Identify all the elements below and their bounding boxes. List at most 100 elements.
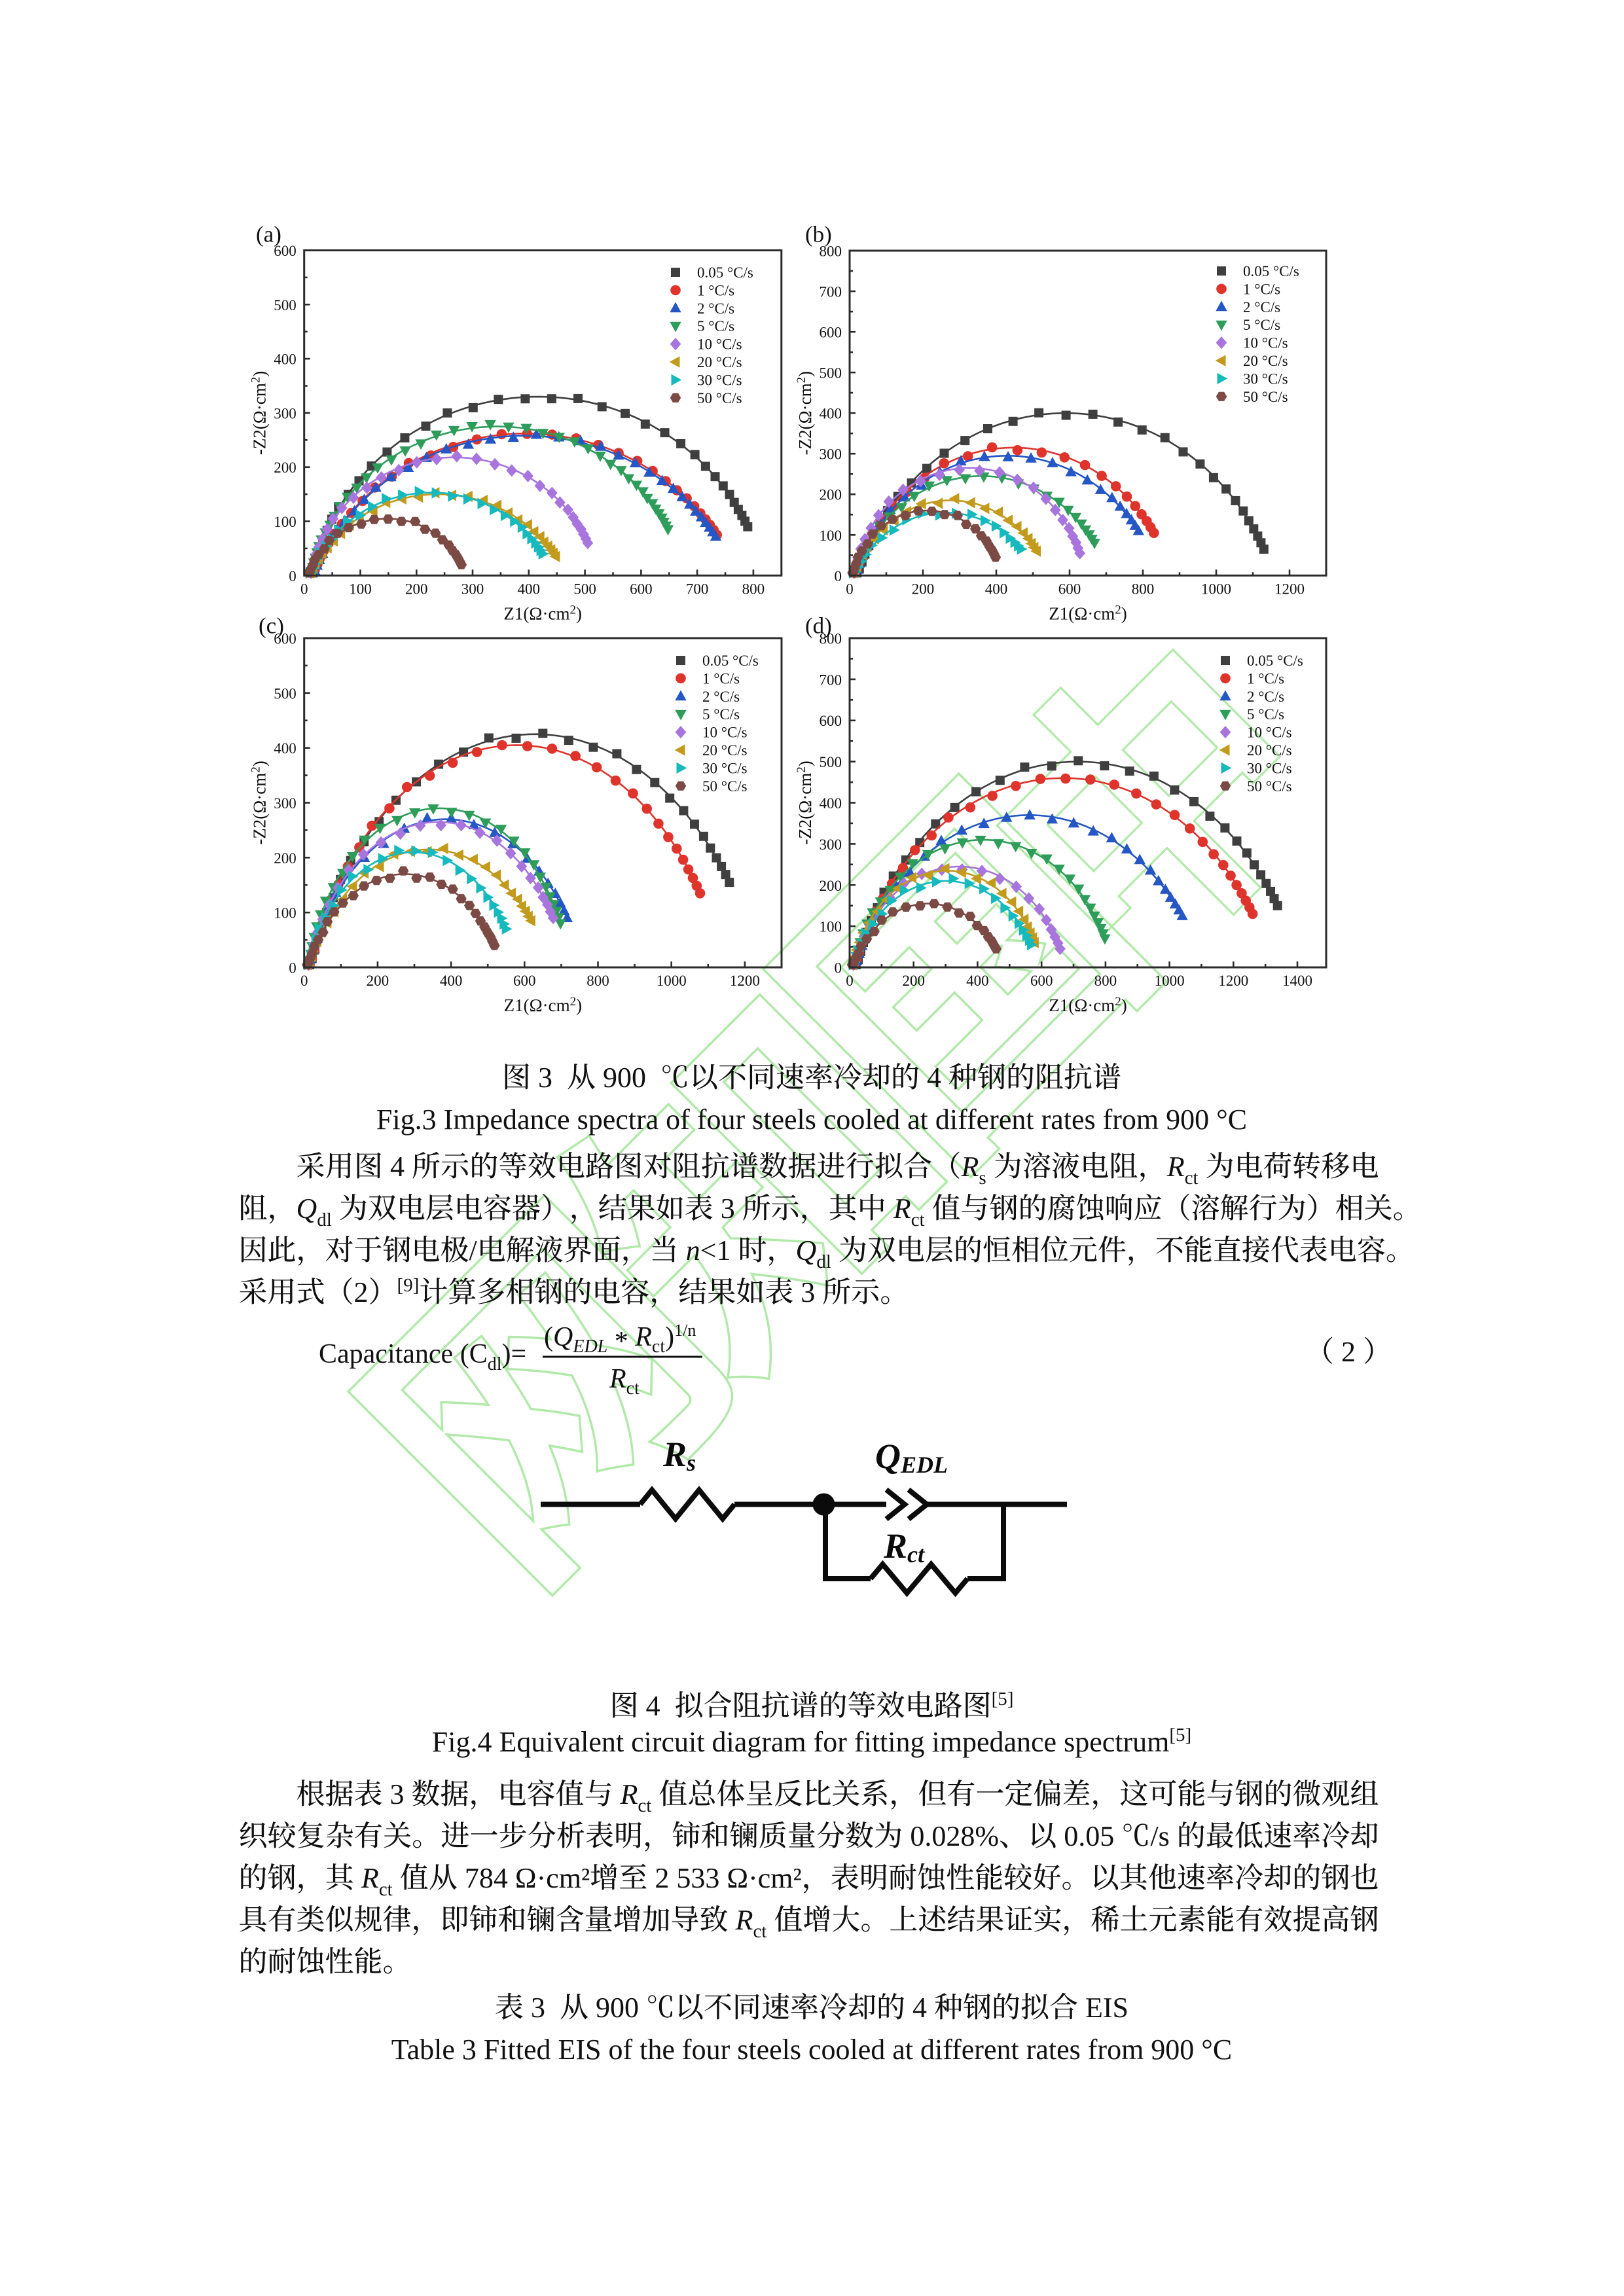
svg-text:200: 200 bbox=[274, 850, 297, 867]
svg-text:10 °C/s: 10 °C/s bbox=[1247, 725, 1292, 741]
svg-text:1 °C/s: 1 °C/s bbox=[697, 282, 734, 298]
svg-text:10 °C/s: 10 °C/s bbox=[1243, 335, 1288, 351]
svg-text:0: 0 bbox=[289, 960, 297, 977]
svg-text:2 °C/s: 2 °C/s bbox=[1243, 299, 1280, 315]
svg-text:500: 500 bbox=[573, 581, 596, 597]
svg-text:300: 300 bbox=[274, 795, 297, 812]
svg-text:300: 300 bbox=[274, 405, 297, 422]
svg-text:-Z2(Ω·cm2): -Z2(Ω·cm2) bbox=[249, 371, 270, 456]
svg-text:700: 700 bbox=[820, 284, 842, 300]
svg-text:500: 500 bbox=[820, 754, 842, 770]
svg-text:600: 600 bbox=[630, 581, 653, 597]
svg-text:400: 400 bbox=[440, 973, 463, 989]
svg-text:0: 0 bbox=[835, 960, 842, 977]
svg-text:(c): (c) bbox=[259, 613, 284, 639]
svg-text:600: 600 bbox=[274, 631, 297, 647]
svg-text:200: 200 bbox=[367, 973, 389, 989]
svg-text:0.05 °C/s: 0.05 °C/s bbox=[1247, 653, 1303, 669]
svg-text:20 °C/s: 20 °C/s bbox=[697, 354, 742, 370]
svg-text:400: 400 bbox=[966, 973, 989, 989]
svg-text:(QEDL * Rct)1/n: (QEDL * Rct)1/n bbox=[544, 1321, 696, 1357]
svg-text:1000: 1000 bbox=[1201, 581, 1231, 597]
svg-text:100: 100 bbox=[820, 528, 842, 544]
svg-text:Capacitance (Cdl)=: Capacitance (Cdl)= bbox=[319, 1339, 526, 1374]
svg-text:0: 0 bbox=[289, 568, 297, 584]
svg-text:700: 700 bbox=[686, 581, 709, 597]
svg-text:300: 300 bbox=[820, 446, 842, 463]
svg-text:600: 600 bbox=[274, 243, 297, 259]
svg-text:200: 200 bbox=[820, 878, 842, 894]
svg-text:500: 500 bbox=[274, 297, 297, 314]
svg-text:30 °C/s: 30 °C/s bbox=[702, 760, 748, 776]
svg-text:1200: 1200 bbox=[1274, 581, 1305, 597]
svg-text:200: 200 bbox=[902, 973, 925, 989]
svg-text:0: 0 bbox=[835, 568, 842, 584]
svg-text:700: 700 bbox=[820, 672, 842, 688]
svg-text:30 °C/s: 30 °C/s bbox=[697, 372, 742, 388]
svg-text:Table 3 Fitted EIS of the four: Table 3 Fitted EIS of the four steels co… bbox=[391, 2034, 1232, 2066]
svg-text:10 °C/s: 10 °C/s bbox=[697, 336, 742, 353]
svg-text:500: 500 bbox=[274, 685, 297, 702]
svg-text:400: 400 bbox=[274, 351, 297, 368]
svg-text:1 °C/s: 1 °C/s bbox=[702, 670, 740, 687]
svg-text:20 °C/s: 20 °C/s bbox=[702, 742, 748, 759]
svg-text:30 °C/s: 30 °C/s bbox=[1247, 760, 1292, 776]
svg-text:Rct: Rct bbox=[609, 1364, 640, 1399]
svg-text:400: 400 bbox=[985, 581, 1008, 597]
svg-text:Z1(Ω·cm2): Z1(Ω·cm2) bbox=[1049, 603, 1127, 623]
svg-text:Fig.3 Impedance spectra of fou: Fig.3 Impedance spectra of four steels c… bbox=[376, 1103, 1247, 1136]
svg-text:(d): (d) bbox=[805, 613, 832, 639]
svg-text:Rs: Rs bbox=[662, 1435, 696, 1476]
svg-text:400: 400 bbox=[274, 740, 297, 757]
svg-text:600: 600 bbox=[1030, 973, 1053, 989]
svg-text:50 °C/s: 50 °C/s bbox=[697, 390, 742, 406]
svg-text:800: 800 bbox=[820, 243, 842, 260]
svg-text:100: 100 bbox=[274, 905, 297, 922]
svg-text:100: 100 bbox=[274, 514, 297, 530]
svg-text:400: 400 bbox=[518, 581, 541, 597]
svg-text:800: 800 bbox=[820, 631, 842, 647]
svg-text:400: 400 bbox=[820, 795, 842, 812]
svg-text:20 °C/s: 20 °C/s bbox=[1243, 353, 1288, 369]
svg-text:5 °C/s: 5 °C/s bbox=[1243, 317, 1280, 333]
svg-text:50 °C/s: 50 °C/s bbox=[1243, 389, 1288, 405]
svg-text:0.05 °C/s: 0.05 °C/s bbox=[1243, 263, 1299, 279]
svg-text:5 °C/s: 5 °C/s bbox=[1247, 706, 1284, 723]
svg-text:50 °C/s: 50 °C/s bbox=[1247, 778, 1292, 795]
svg-text:300: 300 bbox=[461, 581, 484, 597]
svg-text:-Z2(Ω·cm2): -Z2(Ω·cm2) bbox=[795, 371, 815, 456]
svg-text:600: 600 bbox=[1058, 581, 1081, 597]
svg-text:20 °C/s: 20 °C/s bbox=[1247, 742, 1292, 759]
svg-text:600: 600 bbox=[820, 325, 842, 341]
svg-text:5 °C/s: 5 °C/s bbox=[697, 318, 734, 334]
svg-text:100: 100 bbox=[820, 919, 842, 935]
svg-text:600: 600 bbox=[820, 713, 842, 729]
svg-text:0.05 °C/s: 0.05 °C/s bbox=[697, 264, 753, 281]
svg-text:2 °C/s: 2 °C/s bbox=[1247, 689, 1284, 705]
svg-text:5 °C/s: 5 °C/s bbox=[702, 706, 740, 723]
svg-text:0: 0 bbox=[846, 973, 854, 989]
svg-text:Rct: Rct bbox=[883, 1526, 925, 1568]
svg-text:0: 0 bbox=[300, 973, 308, 989]
svg-text:1400: 1400 bbox=[1282, 973, 1312, 989]
svg-text:800: 800 bbox=[1132, 581, 1155, 597]
svg-text:1200: 1200 bbox=[730, 973, 760, 989]
svg-text:800: 800 bbox=[586, 973, 609, 989]
svg-text:Fig.4 Equivalent circuit diagr: Fig.4 Equivalent circuit diagram for fit… bbox=[432, 1725, 1191, 1758]
svg-text:0: 0 bbox=[846, 581, 854, 597]
svg-text:Z1(Ω·cm2): Z1(Ω·cm2) bbox=[1049, 995, 1127, 1015]
svg-text:200: 200 bbox=[274, 459, 297, 476]
svg-text:400: 400 bbox=[820, 406, 842, 422]
svg-text:(a): (a) bbox=[256, 222, 281, 247]
svg-text:Z1(Ω·cm2): Z1(Ω·cm2) bbox=[504, 995, 583, 1015]
svg-text:200: 200 bbox=[912, 581, 935, 597]
svg-text:-Z2(Ω·cm2): -Z2(Ω·cm2) bbox=[249, 761, 270, 845]
svg-text:300: 300 bbox=[820, 836, 842, 853]
svg-text:800: 800 bbox=[742, 581, 765, 597]
svg-text:200: 200 bbox=[820, 487, 842, 503]
svg-text:0: 0 bbox=[300, 581, 308, 597]
svg-text:2 °C/s: 2 °C/s bbox=[702, 689, 740, 705]
svg-text:500: 500 bbox=[820, 365, 842, 382]
svg-text:1000: 1000 bbox=[1155, 973, 1185, 989]
svg-text:1 °C/s: 1 °C/s bbox=[1247, 670, 1284, 687]
